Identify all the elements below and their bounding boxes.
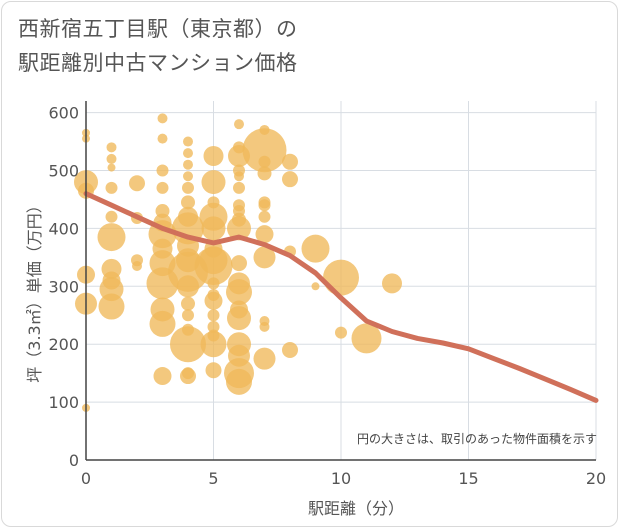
bubble-point	[323, 259, 359, 296]
bubble-point	[311, 282, 320, 291]
bubble-point	[180, 368, 196, 385]
bubble-point	[207, 320, 220, 333]
bubble-point	[282, 171, 298, 188]
y-tick-label: 300	[48, 277, 79, 296]
bubble-point	[227, 306, 251, 331]
bubble-point	[153, 367, 172, 386]
axes: 0 100 200 300 400 500 600 0 5 10 15 20	[48, 101, 606, 488]
bubble-point	[200, 331, 227, 358]
bubble-point	[182, 309, 194, 322]
bubble-point	[177, 275, 199, 298]
bubble-point	[351, 323, 382, 354]
bubble-point	[234, 171, 244, 182]
bubble-point	[149, 310, 176, 337]
bubble-point	[201, 170, 226, 195]
bubble-point	[183, 159, 193, 170]
bubble-point	[301, 234, 330, 263]
bubble-point	[201, 216, 226, 241]
bubble-point	[231, 255, 247, 272]
bubble-point	[129, 175, 145, 192]
bubble-point	[226, 279, 252, 306]
y-tick-label: 600	[48, 104, 79, 123]
title-line-2: 駅距離別中古マンション価格	[18, 51, 298, 75]
bubble-point	[233, 181, 245, 194]
bubble-point	[203, 146, 224, 167]
bubble-point	[204, 291, 223, 310]
bubble-point	[181, 195, 195, 210]
y-tick-label: 100	[48, 393, 79, 412]
bubble-point	[156, 164, 169, 177]
bubble-point	[183, 136, 193, 147]
x-tick-label: 15	[458, 469, 478, 488]
bubble-point	[335, 326, 347, 339]
bubble-point	[105, 210, 118, 223]
bubble-series	[74, 113, 402, 412]
y-tick-label: 200	[48, 335, 79, 354]
bubble-point	[207, 277, 220, 290]
y-tick-label: 500	[48, 161, 79, 180]
bubble-point	[227, 216, 251, 241]
bubble-point	[253, 347, 276, 370]
y-tick-label: 0	[69, 451, 79, 470]
bubble-point	[97, 223, 126, 252]
bubble-point	[226, 368, 252, 395]
bubble-point	[106, 142, 117, 153]
bubble-size-note: 円の大きさは、取引のあった物件面積を示す	[357, 431, 597, 446]
bubble-point	[132, 261, 142, 272]
trend-line	[83, 191, 599, 403]
bubble-point	[253, 246, 276, 269]
y-tick-label: 400	[48, 219, 79, 238]
bubble-point	[258, 155, 271, 168]
bubble-point	[282, 341, 298, 358]
bubble-point	[157, 133, 168, 144]
trend-line-group	[83, 191, 599, 403]
bubble-point	[258, 210, 271, 223]
chart-title: 西新宿五丁目駅（東京都）の 駅距離別中古マンション価格	[18, 12, 598, 80]
bubble-point	[157, 113, 168, 124]
bubble-point	[257, 166, 272, 181]
bubble-point	[183, 148, 193, 159]
bubble-point	[207, 309, 220, 322]
bubble-point	[205, 362, 222, 379]
bubble-point	[98, 293, 125, 320]
x-tick-label: 20	[586, 469, 606, 488]
bubble-point	[156, 181, 169, 194]
bubble-point	[282, 153, 298, 170]
bubble-point	[183, 171, 193, 182]
bubble-point	[105, 181, 118, 194]
bubble-point	[258, 199, 271, 212]
bubble-point	[107, 163, 116, 172]
title-line-1: 西新宿五丁目駅（東京都）の	[18, 17, 298, 41]
bubble-point	[181, 296, 195, 311]
x-tick-label: 0	[81, 469, 91, 488]
bubble-point	[382, 273, 402, 294]
bubble-point	[242, 128, 287, 173]
bubble-point	[182, 181, 194, 194]
bubble-point	[194, 247, 233, 286]
bubble-point	[234, 119, 244, 130]
bubble-point	[255, 225, 274, 244]
x-tick-label: 10	[331, 469, 351, 488]
y-axis-label: 坪（3.3㎡）単価（万円）	[25, 197, 44, 382]
bubble-point	[259, 321, 270, 332]
bubble-point	[170, 326, 206, 363]
bubble-point	[106, 153, 117, 164]
x-tick-label: 5	[208, 469, 218, 488]
x-axis-label: 駅距離（分）	[308, 499, 404, 518]
